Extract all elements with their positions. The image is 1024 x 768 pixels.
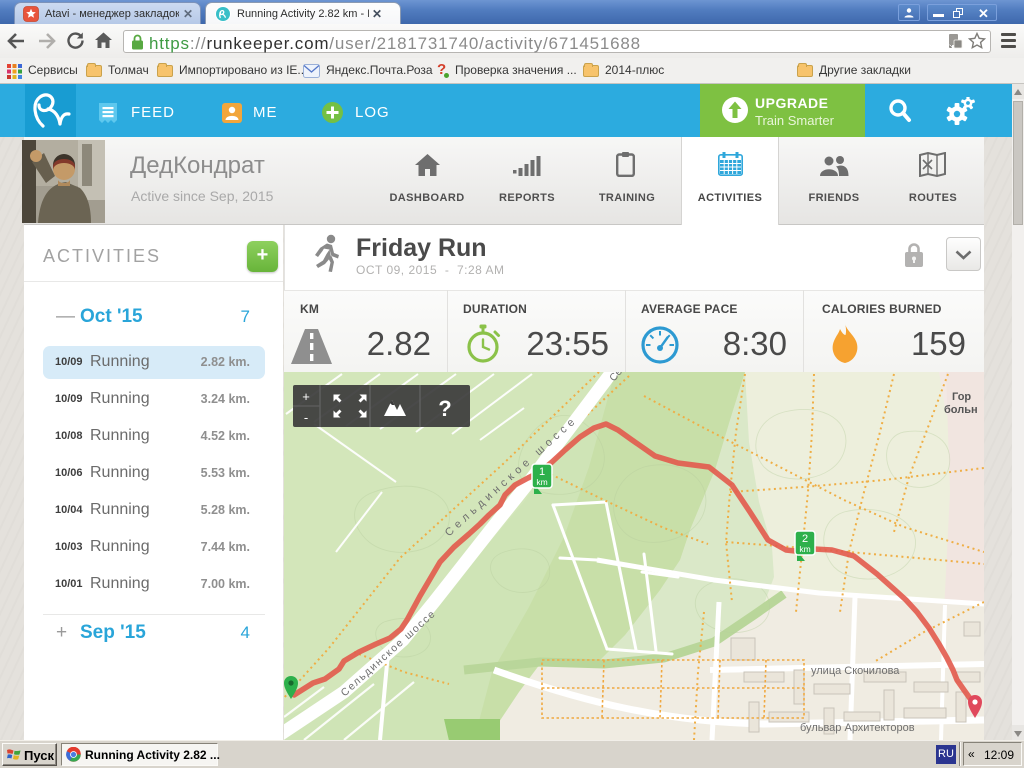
svg-text:?: ? [438,396,451,421]
svg-text:больн: больн [944,404,978,416]
svg-text:+: + [302,389,310,404]
svg-text:km: km [536,477,547,487]
svg-text:2: 2 [802,533,808,545]
svg-text:улица Скочилова: улица Скочилова [811,665,900,677]
svg-text:Гор: Гор [952,391,971,403]
svg-text:бульвар Архитекторов: бульвар Архитекторов [800,722,915,734]
svg-text:-: - [304,410,308,425]
svg-text:1: 1 [539,466,545,478]
svg-text:km: km [799,544,810,554]
